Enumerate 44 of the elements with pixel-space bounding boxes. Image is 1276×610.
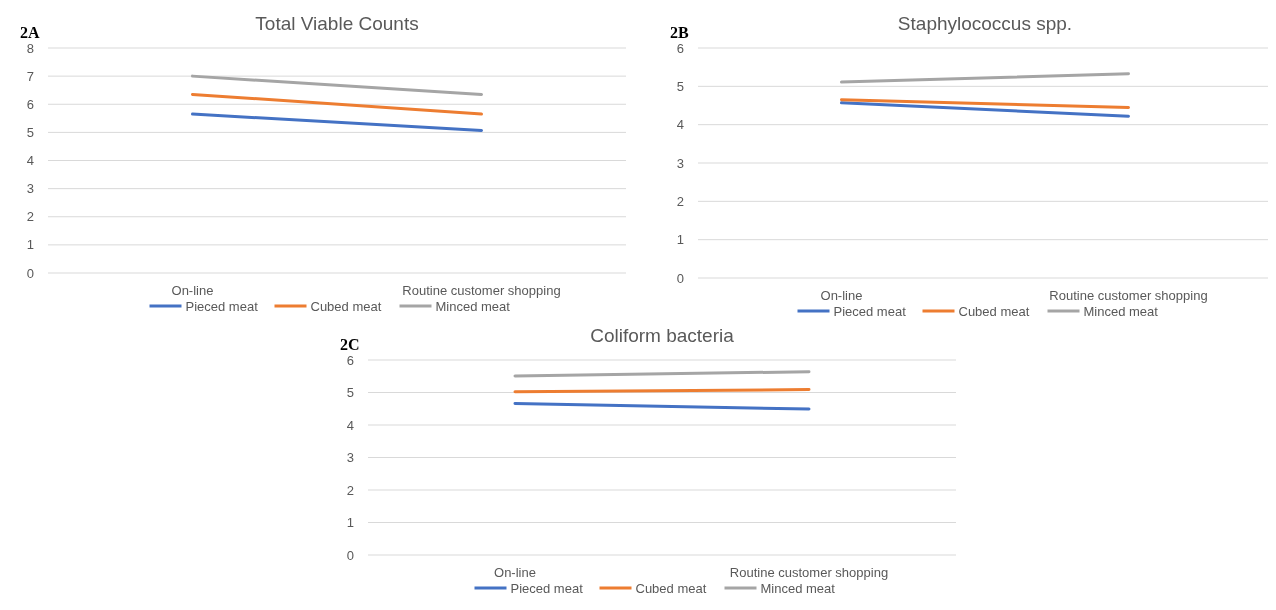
y-tick-label: 5 (26, 124, 34, 140)
y-tick-label: 5 (346, 385, 354, 401)
chart-title: Staphylococcus spp. (897, 13, 1073, 34)
legend-label: Pieced meat (185, 298, 259, 314)
text: 2B (670, 24, 689, 41)
y-tick-label: 7 (26, 68, 34, 84)
chart-title: Coliform bacteria (590, 325, 735, 346)
legend-label: Cubed meat (635, 580, 707, 596)
x-tick-label: On-line (820, 288, 863, 303)
legend-label: Minced meat (1083, 303, 1159, 319)
y-tick-label: 2 (346, 482, 354, 498)
y-tick-label: 1 (346, 515, 354, 531)
legend-label: Cubed meat (958, 303, 1030, 319)
y-tick-label: 0 (346, 547, 354, 563)
legend-label: Pieced meat (833, 303, 907, 319)
y-tick-label: 8 (26, 40, 34, 56)
x-tick-label: Routine customer shopping (1049, 288, 1208, 303)
y-tick-label: 5 (676, 78, 684, 94)
x-tick-label: Routine customer shopping (729, 565, 889, 580)
y-tick-label: 3 (676, 155, 684, 171)
y-tick-label: 4 (676, 117, 684, 133)
y-tick-label: 2 (26, 209, 34, 225)
y-tick-label: 3 (26, 181, 34, 197)
y-tick-label: 1 (676, 232, 684, 248)
legend-label: Cubed meat (310, 298, 382, 314)
text: 2A (20, 24, 40, 41)
y-tick-label: 6 (26, 96, 34, 112)
chart-title: Total Viable Counts (255, 13, 419, 34)
y-tick-label: 0 (676, 270, 684, 286)
y-tick-label: 6 (676, 40, 684, 56)
x-tick-label: On-line (171, 283, 214, 298)
text: 2C (340, 336, 360, 353)
y-tick-label: 0 (26, 265, 34, 281)
y-tick-label: 4 (346, 417, 354, 433)
y-tick-label: 4 (26, 153, 34, 169)
legend-label: Minced meat (435, 298, 511, 314)
x-tick-label: Routine customer shopping (402, 283, 561, 298)
y-tick-label: 1 (26, 237, 34, 253)
y-tick-label: 6 (346, 352, 354, 368)
x-tick-label: On-line (494, 565, 536, 580)
legend-label: Minced meat (760, 580, 836, 596)
y-tick-label: 3 (346, 450, 354, 466)
y-tick-label: 2 (676, 193, 684, 209)
legend-label: Pieced meat (510, 580, 584, 596)
